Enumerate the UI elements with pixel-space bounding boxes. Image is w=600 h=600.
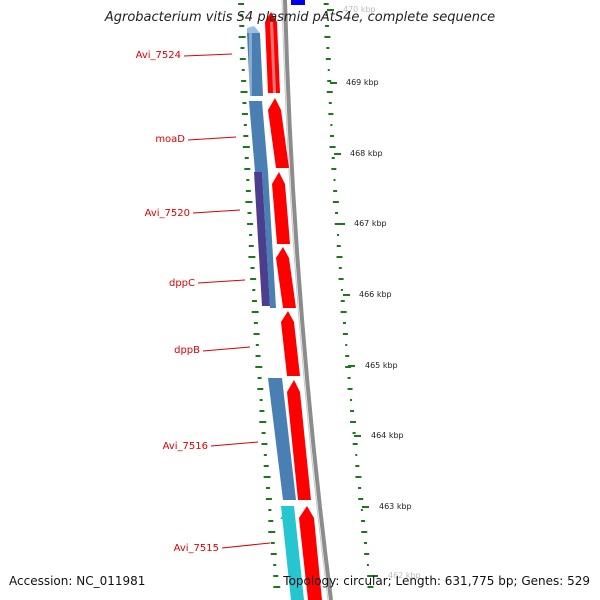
tick-label: 466 kbp <box>359 290 392 299</box>
tick-label: 463 kbp <box>379 502 412 511</box>
gene-label: moaD <box>155 134 185 145</box>
forward-cds-arrow <box>272 172 290 244</box>
gene-label-pointer <box>210 441 259 447</box>
gene-label: Avi_7516 <box>163 441 208 452</box>
reverse-cds-feature <box>254 172 270 306</box>
sequence-backbone <box>283 0 333 600</box>
tick-label: 469 kbp <box>346 78 379 87</box>
reverse-cds-feature <box>247 26 260 33</box>
reverse-cds-feature <box>280 512 290 519</box>
map-title: Agrobacterium vitis S4 plasmid pAtS4e, c… <box>104 10 496 25</box>
reverse-cds-feature <box>247 33 263 96</box>
tick-label: 462 kbp <box>388 571 421 580</box>
gene-label-pointer <box>202 346 251 352</box>
gene-label-pointer <box>187 136 237 141</box>
topology-label: Topology: circular; Length: 631,775 bp; … <box>283 574 590 588</box>
gc-skew-inner-track <box>238 3 281 588</box>
sequence-backbone-highlight <box>281 0 329 600</box>
tick-label: 470 kbp <box>343 5 376 14</box>
gene-label: Avi_7520 <box>145 208 190 219</box>
scale-ticks: 470 kbp 469 kbp 468 kbp 467 kbp 466 kbp 465 k… <box>327 5 421 580</box>
gene-label: dppB <box>174 345 200 356</box>
forward-strand-track <box>265 12 322 600</box>
gene-label: Avi_7515 <box>174 543 219 554</box>
reverse-cds-feature <box>262 172 276 308</box>
forward-cds-arrow <box>299 506 322 600</box>
gene-label-pointer <box>183 53 233 57</box>
forward-cds-arrow <box>281 311 300 376</box>
reverse-cds-feature <box>268 378 296 500</box>
tick-label: 465 kbp <box>365 361 398 370</box>
gene-label-group: Avi_7524 moaD Avi_7520 dppC dppB Avi_7516 Avi_… <box>136 50 271 554</box>
gene-label-pointer <box>197 279 246 284</box>
reverse-cds-feature <box>249 101 268 172</box>
gene-label: Avi_7524 <box>136 50 181 61</box>
tick-label: 464 kbp <box>371 431 404 440</box>
gene-label-pointer <box>221 542 271 549</box>
accession-label: Accession: NC_011981 <box>9 574 146 588</box>
gene-label-pointer <box>192 209 241 214</box>
reverse-cds-highlight <box>249 33 252 96</box>
selected-feature-marker <box>291 0 305 5</box>
forward-cds-arrow <box>268 98 289 168</box>
forward-cds-arrow <box>276 247 296 308</box>
forward-cds-highlight <box>270 22 276 93</box>
forward-cds-arrow <box>287 380 311 500</box>
gene-label: dppC <box>169 278 195 289</box>
tick-label: 468 kbp <box>350 149 383 158</box>
reverse-cds-feature <box>281 506 304 600</box>
tick-label: 467 kbp <box>354 219 387 228</box>
reverse-strand-track <box>247 26 304 600</box>
